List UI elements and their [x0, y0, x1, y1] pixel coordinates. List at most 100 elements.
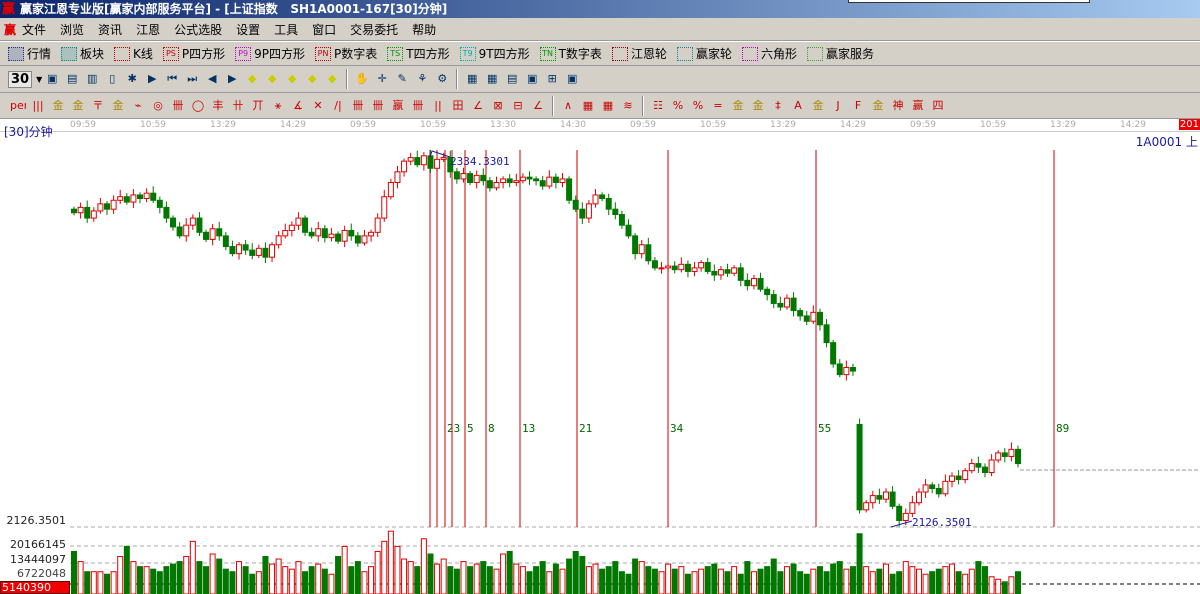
- last-icon[interactable]: ⏭: [187, 72, 198, 85]
- drawing-tool-icon[interactable]: ⊠: [493, 98, 503, 112]
- expand-diamond-icon[interactable]: ◆: [328, 72, 337, 85]
- chevron-down-icon[interactable]: ▼: [36, 74, 43, 84]
- toolbar-button-7[interactable]: T9 9T四方形: [459, 45, 530, 62]
- drawing-tool-icon[interactable]: 四: [932, 98, 944, 112]
- drawing-tool-icon[interactable]: %: [692, 98, 704, 112]
- drawing-tool-icon[interactable]: 金: [112, 98, 124, 112]
- toolbar-button-9[interactable]: 江恩轮: [611, 45, 667, 62]
- network-icon[interactable]: ⊞: [547, 72, 557, 85]
- toolbar-button-4[interactable]: P9 9P四方形: [235, 45, 305, 62]
- toolbar-button-2[interactable]: K线: [114, 45, 153, 62]
- toolbar-button-12[interactable]: 赢家服务: [806, 45, 874, 62]
- drawing-tool-icon[interactable]: 金: [732, 98, 744, 112]
- drawing-tool-icon[interactable]: /|: [334, 98, 342, 112]
- drawing-tool-icon[interactable]: ∠: [533, 98, 543, 112]
- menu-item[interactable]: 工具: [274, 22, 299, 37]
- prev-icon[interactable]: ◀: [208, 72, 217, 85]
- flag-icon[interactable]: ▶: [148, 72, 157, 85]
- drawing-tool-icon[interactable]: ‡: [775, 98, 781, 112]
- drawing-tool-icon[interactable]: 卌: [352, 98, 364, 112]
- drawing-tool-icon[interactable]: ≋: [623, 98, 633, 112]
- drawing-tool-icon[interactable]: 金: [72, 98, 84, 112]
- toolbar-button-0[interactable]: 行情: [8, 45, 51, 62]
- bars-icon[interactable]: ▥: [87, 72, 98, 85]
- drawing-tool-icon[interactable]: pen: [10, 98, 26, 112]
- menu-logo-icon[interactable]: 赢: [4, 22, 17, 37]
- right-diamond-icon[interactable]: ◆: [308, 72, 317, 85]
- drawing-tool-icon[interactable]: ◎: [153, 98, 163, 112]
- toolbar-button-10[interactable]: 赢家轮: [676, 45, 732, 62]
- notes-icon[interactable]: ▤: [507, 72, 518, 85]
- period-select[interactable]: 30: [8, 70, 33, 88]
- drawing-tool-icon[interactable]: 田: [452, 98, 464, 112]
- drawing-tool-icon[interactable]: 卌: [372, 98, 384, 112]
- drawing-tool-icon[interactable]: 金: [812, 98, 824, 112]
- hand-icon[interactable]: ✋: [355, 72, 370, 85]
- draw-icon[interactable]: ✎: [397, 72, 407, 85]
- toolbar-button-11[interactable]: 六角形: [741, 45, 797, 62]
- drawing-tool-icon[interactable]: J: [836, 98, 840, 112]
- calculator-icon[interactable]: ▦: [487, 72, 498, 85]
- down-diamond-icon[interactable]: ◆: [268, 72, 277, 85]
- menu-item[interactable]: 江恩: [136, 22, 161, 37]
- drawing-tool-icon[interactable]: ∠: [473, 98, 483, 112]
- drawing-tool-icon[interactable]: ☷: [653, 98, 663, 112]
- drawing-tool-icon[interactable]: 赢: [912, 98, 924, 112]
- drawing-tool-icon[interactable]: 金: [872, 98, 884, 112]
- menu-item[interactable]: 窗口: [312, 22, 337, 37]
- formula-icon[interactable]: ⚘: [417, 72, 428, 85]
- menu-item[interactable]: 浏览: [60, 22, 85, 37]
- drawing-tool-icon[interactable]: 丌: [252, 98, 264, 112]
- drawing-tool-icon[interactable]: ⌁: [134, 98, 142, 112]
- menu-item[interactable]: 设置: [236, 22, 261, 37]
- menu-item[interactable]: 公式选股: [174, 22, 223, 37]
- trade-icon[interactable]: ▣: [567, 72, 578, 85]
- drawing-tool-icon[interactable]: =: [713, 98, 723, 112]
- first-icon[interactable]: ⏮: [167, 72, 178, 85]
- drawing-tool-icon[interactable]: ∧: [563, 98, 573, 112]
- drawing-tool-icon[interactable]: |||: [32, 98, 44, 112]
- drawing-tool-icon[interactable]: 〒: [92, 98, 104, 112]
- crosshair-icon[interactable]: ✛: [377, 72, 387, 85]
- candle-type-icon[interactable]: ▯: [109, 72, 116, 85]
- drawing-tool-icon[interactable]: 丰: [212, 98, 224, 112]
- drawing-tool-icon[interactable]: 卌: [172, 98, 184, 112]
- drawing-tool-icon[interactable]: ▦: [602, 98, 614, 112]
- drawing-tool-icon[interactable]: F: [854, 98, 862, 112]
- drawing-tool-icon[interactable]: ⚹: [274, 98, 282, 112]
- drawing-tool-icon[interactable]: 卌: [412, 98, 424, 112]
- drawing-tool-icon[interactable]: ◯: [191, 98, 205, 112]
- drawing-tool-icon[interactable]: 嬴: [392, 98, 404, 112]
- signal-icon[interactable]: ✱: [127, 72, 137, 85]
- toolbar-button-6[interactable]: TS T四方形: [387, 45, 450, 62]
- drawing-tool-icon[interactable]: ✕: [313, 98, 323, 112]
- drawing-tool-icon[interactable]: ▦: [582, 98, 594, 112]
- drawing-tool-icon[interactable]: 金: [752, 98, 764, 112]
- brain-icon[interactable]: ⚙: [437, 72, 448, 85]
- drawing-tool-icon[interactable]: 金: [52, 98, 64, 112]
- drawing-tool-icon[interactable]: 神: [892, 98, 904, 112]
- toolbar-button-5[interactable]: PN P数字表: [315, 45, 377, 62]
- drawing-tool-icon[interactable]: A: [794, 98, 802, 112]
- drawing-tool-icon[interactable]: ||: [434, 98, 442, 112]
- next-icon[interactable]: ▶: [228, 72, 237, 85]
- calendar-icon[interactable]: ▦: [467, 72, 478, 85]
- drawing-tool-icon[interactable]: ⊟: [513, 98, 523, 112]
- save-icon[interactable]: ▣: [527, 72, 538, 85]
- toolbar-button-8[interactable]: TN T数字表: [539, 45, 602, 62]
- search-box[interactable]: [848, 0, 1090, 3]
- drawing-tool-icon[interactable]: %: [672, 98, 684, 112]
- menu-item[interactable]: 交易委托: [350, 22, 399, 37]
- menu-item[interactable]: 文件: [22, 22, 47, 37]
- menu-item[interactable]: 帮助: [412, 22, 437, 37]
- toolbar-button-1[interactable]: 板块: [61, 45, 104, 62]
- toolbar-button-3[interactable]: PS P四方形: [162, 45, 225, 62]
- up-diamond-icon[interactable]: ◆: [248, 72, 257, 85]
- menu-item[interactable]: 资讯: [98, 22, 123, 37]
- drawing-tool-icon[interactable]: 卄: [232, 98, 244, 112]
- zoom-icon[interactable]: ▣: [47, 72, 58, 85]
- left-diamond-icon[interactable]: ◆: [288, 72, 297, 85]
- copy-icon[interactable]: ▤: [67, 72, 78, 85]
- drawing-tool-icon[interactable]: ∡: [293, 98, 303, 112]
